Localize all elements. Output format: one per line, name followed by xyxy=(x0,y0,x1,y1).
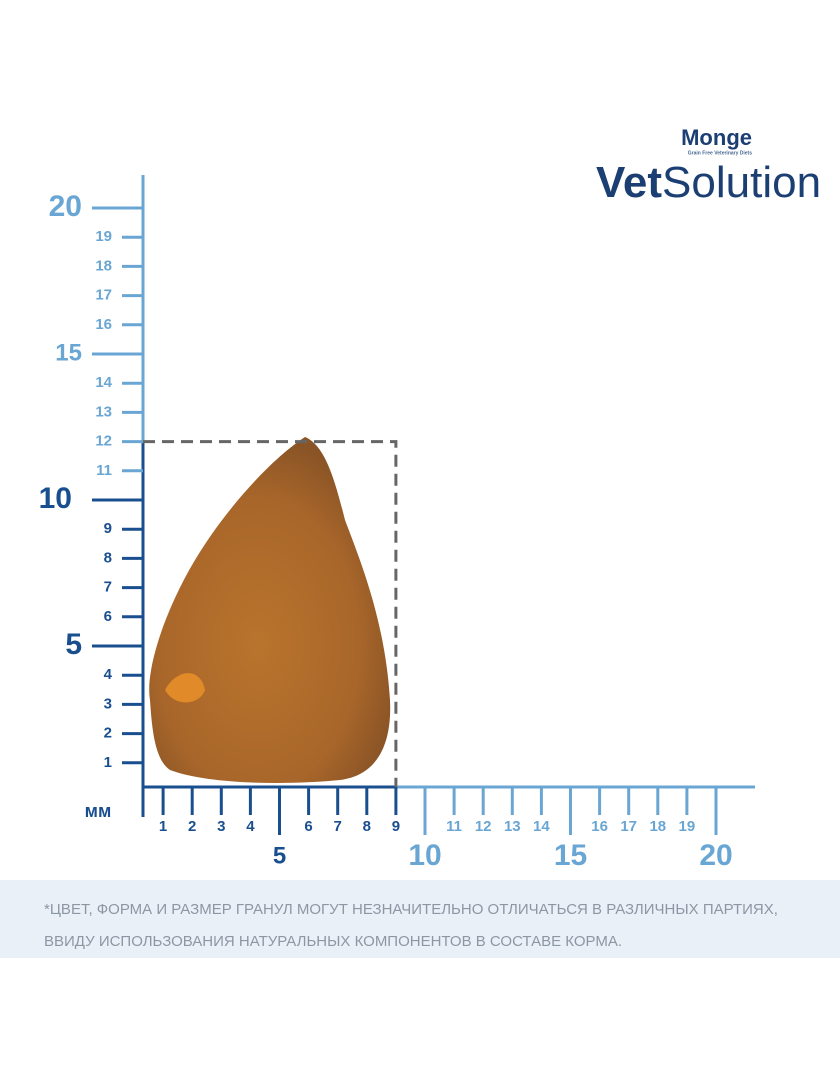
x-tick-label: 2 xyxy=(188,818,196,835)
y-tick-label: 7 xyxy=(104,579,112,596)
brand-bold: Vet xyxy=(596,158,662,207)
y-tick-label: 6 xyxy=(104,608,112,625)
x-major-label: 5 xyxy=(273,842,286,869)
y-tick-label: 1 xyxy=(104,754,112,771)
y-tick-label: 9 xyxy=(104,520,112,537)
x-major-label: 15 xyxy=(554,839,587,872)
x-tick-label: 19 xyxy=(679,818,696,835)
kibble-spot xyxy=(165,673,205,703)
y-tick-label: 8 xyxy=(104,549,112,566)
x-major-label: 20 xyxy=(699,839,732,872)
x-tick-label: 13 xyxy=(504,818,521,835)
brand-light: Solution xyxy=(662,158,821,207)
x-tick-label: 4 xyxy=(246,818,255,835)
y-tick-label: 12 xyxy=(95,433,112,450)
brand-maker: Monge xyxy=(681,125,752,150)
x-tick-label: 1 xyxy=(159,818,167,835)
y-tick-label: 16 xyxy=(95,316,112,333)
x-tick-label: 6 xyxy=(304,818,312,835)
x-tick-label: 14 xyxy=(533,818,550,835)
y-tick-label: 19 xyxy=(95,228,112,245)
x-tick-label: 11 xyxy=(446,818,462,835)
unit-label: мм xyxy=(85,801,112,821)
x-tick-label: 9 xyxy=(392,818,400,835)
size-box xyxy=(143,440,398,787)
y-major-label: 15 xyxy=(55,339,82,366)
brand-line: VetSolution xyxy=(596,158,821,207)
disclaimer-line: *ЦВЕТ, ФОРМА И РАЗМЕР ГРАНУЛ МОГУТ НЕЗНА… xyxy=(44,901,778,918)
x-tick-label: 3 xyxy=(217,818,225,835)
y-major-label: 10 xyxy=(39,482,72,515)
y-tick-label: 11 xyxy=(96,462,112,479)
y-tick-label: 3 xyxy=(104,695,112,712)
x-tick-label: 17 xyxy=(620,818,637,835)
y-tick-label: 18 xyxy=(95,257,112,274)
y-tick-label: 14 xyxy=(95,374,112,391)
disclaimer-line: ВВИДУ ИСПОЛЬЗОВАНИЯ НАТУРАЛЬНЫХ КОМПОНЕН… xyxy=(44,933,623,950)
size-box-outline xyxy=(143,440,398,787)
x-tick-label: 12 xyxy=(475,818,492,835)
x-tick-label: 18 xyxy=(649,818,666,835)
y-tick-label: 2 xyxy=(104,725,112,742)
kibble xyxy=(149,437,391,783)
x-tick-label: 8 xyxy=(363,818,371,835)
y-major-label: 20 xyxy=(49,190,82,223)
y-tick-label: 4 xyxy=(104,666,113,683)
x-major-label: 10 xyxy=(408,839,441,872)
brand-tagline: Grain Free Veterinary Diets xyxy=(688,150,752,156)
y-major-label: 5 xyxy=(65,628,82,661)
disclaimer: *ЦВЕТ, ФОРМА И РАЗМЕР ГРАНУЛ МОГУТ НЕЗНА… xyxy=(0,880,840,958)
y-tick-label: 17 xyxy=(95,287,112,304)
y-tick-label: 13 xyxy=(95,403,112,420)
x-tick-label: 16 xyxy=(591,818,608,835)
x-tick-label: 7 xyxy=(334,818,342,835)
